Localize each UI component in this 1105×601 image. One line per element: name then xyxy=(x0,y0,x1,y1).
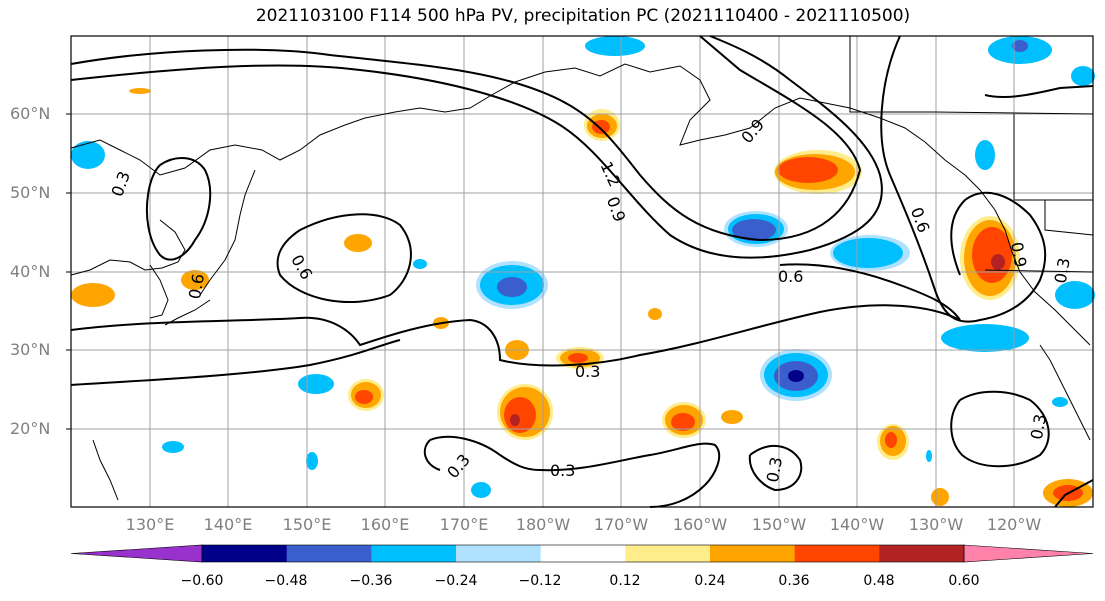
colorbar-segment xyxy=(625,545,711,562)
lon-label: 160°W xyxy=(672,515,728,534)
colorbar-tick-label: −0.12 xyxy=(518,573,562,589)
coastlines xyxy=(70,36,1094,501)
lon-label: 140°E xyxy=(203,515,253,534)
contour-label: 0.3 xyxy=(763,455,786,483)
colorbar-tick-label: 0.36 xyxy=(778,573,810,589)
lon-label: 140°W xyxy=(829,515,885,534)
colorbar-tick-label: 0.24 xyxy=(694,573,726,589)
contour-label: 0.3 xyxy=(575,362,600,381)
lon-label: 120°W xyxy=(986,515,1042,534)
colorbar-extend-low xyxy=(70,544,203,563)
colorbar-segment xyxy=(794,545,880,562)
contour-label: 0.3 xyxy=(1027,413,1050,441)
lat-label: 30°N xyxy=(10,340,51,359)
colorbar-tick-label: 0.60 xyxy=(948,573,980,589)
colorbar-extend-high xyxy=(963,544,1094,563)
colorbar-tick-label: −0.36 xyxy=(349,573,393,589)
lon-label: 170°W xyxy=(593,515,649,534)
colorbar-tick-label: 0.48 xyxy=(863,573,895,589)
lon-label: 170°E xyxy=(439,515,489,534)
colorbar-segment xyxy=(879,545,965,562)
colorbar-tick-label: −0.48 xyxy=(264,573,308,589)
contour-label: 0.6 xyxy=(185,272,208,300)
colorbar-segment xyxy=(286,545,372,562)
colorbar-segment xyxy=(202,545,288,562)
colorbar-segment xyxy=(456,545,542,562)
lat-label: 40°N xyxy=(10,262,51,281)
colorbar-tick-label: −0.60 xyxy=(180,573,224,589)
axis-ticks xyxy=(66,113,71,430)
colorbar-segment xyxy=(710,545,796,562)
contour-label: 0.9 xyxy=(1007,241,1030,269)
colorbar-segment xyxy=(371,545,457,562)
lat-label: 60°N xyxy=(10,104,51,123)
colorbar-outline xyxy=(201,544,965,563)
lon-label: 180°W xyxy=(515,515,571,534)
lon-label: 160°E xyxy=(360,515,410,534)
contour-label: 0.3 xyxy=(1051,256,1074,284)
colorbar-tick-label: 0.12 xyxy=(609,573,641,589)
precip-negative-areas xyxy=(71,36,1095,498)
colorbar-tick-label: −0.24 xyxy=(434,573,478,589)
lat-label: 20°N xyxy=(10,419,51,438)
colorbar xyxy=(70,544,1094,563)
lon-label: 130°W xyxy=(908,515,964,534)
lon-label: 130°E xyxy=(125,515,175,534)
colorbar-segment xyxy=(540,545,626,562)
lat-label: 50°N xyxy=(10,183,51,202)
map-title: 2021103100 F114 500 hPa PV, precipitatio… xyxy=(255,6,911,26)
contour-label: 0.3 xyxy=(550,461,575,480)
contour-label: 0.6 xyxy=(778,267,803,286)
lon-label: 150°E xyxy=(282,515,332,534)
pv-contours xyxy=(70,35,1094,508)
lon-label: 150°W xyxy=(751,515,807,534)
precip-positive-areas xyxy=(71,88,1093,507)
